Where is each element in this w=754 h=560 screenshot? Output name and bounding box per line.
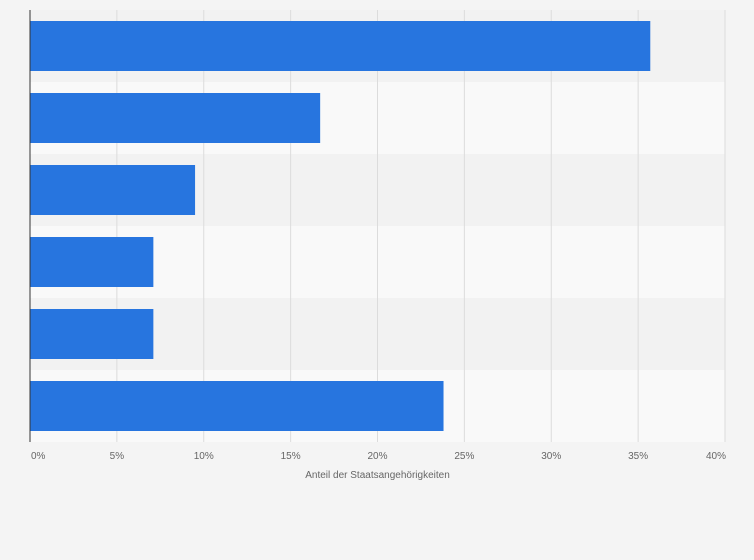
x-tick-label: 35% (628, 451, 648, 462)
x-tick-label: 0% (31, 451, 46, 462)
x-tick-label: 40% (706, 451, 726, 462)
x-axis-ticks: 0% 5% 10% 15% 20% 25% 30% 35% 40% (31, 451, 726, 462)
bar[interactable] (30, 309, 154, 359)
bar[interactable] (30, 237, 154, 287)
x-tick-label: 15% (281, 451, 301, 462)
x-tick-label: 30% (541, 451, 561, 462)
x-tick-label: 5% (110, 451, 125, 462)
x-axis-title: Anteil der Staatsangehörigkeiten (305, 470, 450, 481)
bars (30, 21, 651, 431)
bar[interactable] (30, 165, 196, 215)
x-tick-label: 25% (454, 451, 474, 462)
bar[interactable] (30, 381, 444, 431)
bar[interactable] (30, 93, 321, 143)
x-tick-label: 20% (367, 451, 387, 462)
x-tick-label: 10% (194, 451, 214, 462)
bar[interactable] (30, 21, 651, 71)
